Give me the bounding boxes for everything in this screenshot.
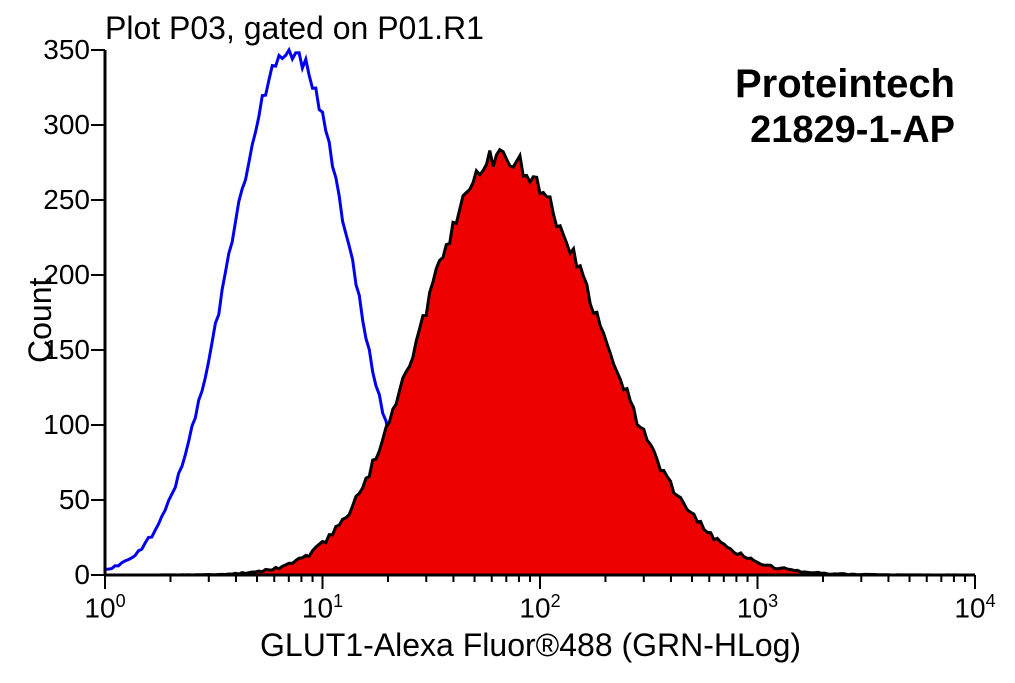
y-tick-label: 250: [30, 184, 90, 216]
x-tick-label: 103: [728, 591, 788, 624]
y-tick-label: 200: [30, 259, 90, 291]
chart-svg: [0, 0, 1015, 683]
x-tick-label: 101: [293, 591, 353, 624]
y-tick-label: 300: [30, 109, 90, 141]
y-tick-label: 100: [30, 409, 90, 441]
y-tick-label: 150: [30, 334, 90, 366]
x-tick-label: 102: [510, 591, 570, 624]
y-tick-label: 0: [30, 559, 90, 591]
x-tick-label: 104: [945, 591, 1005, 624]
x-tick-label: 100: [75, 591, 135, 624]
y-tick-label: 350: [30, 34, 90, 66]
y-tick-label: 50: [30, 484, 90, 516]
